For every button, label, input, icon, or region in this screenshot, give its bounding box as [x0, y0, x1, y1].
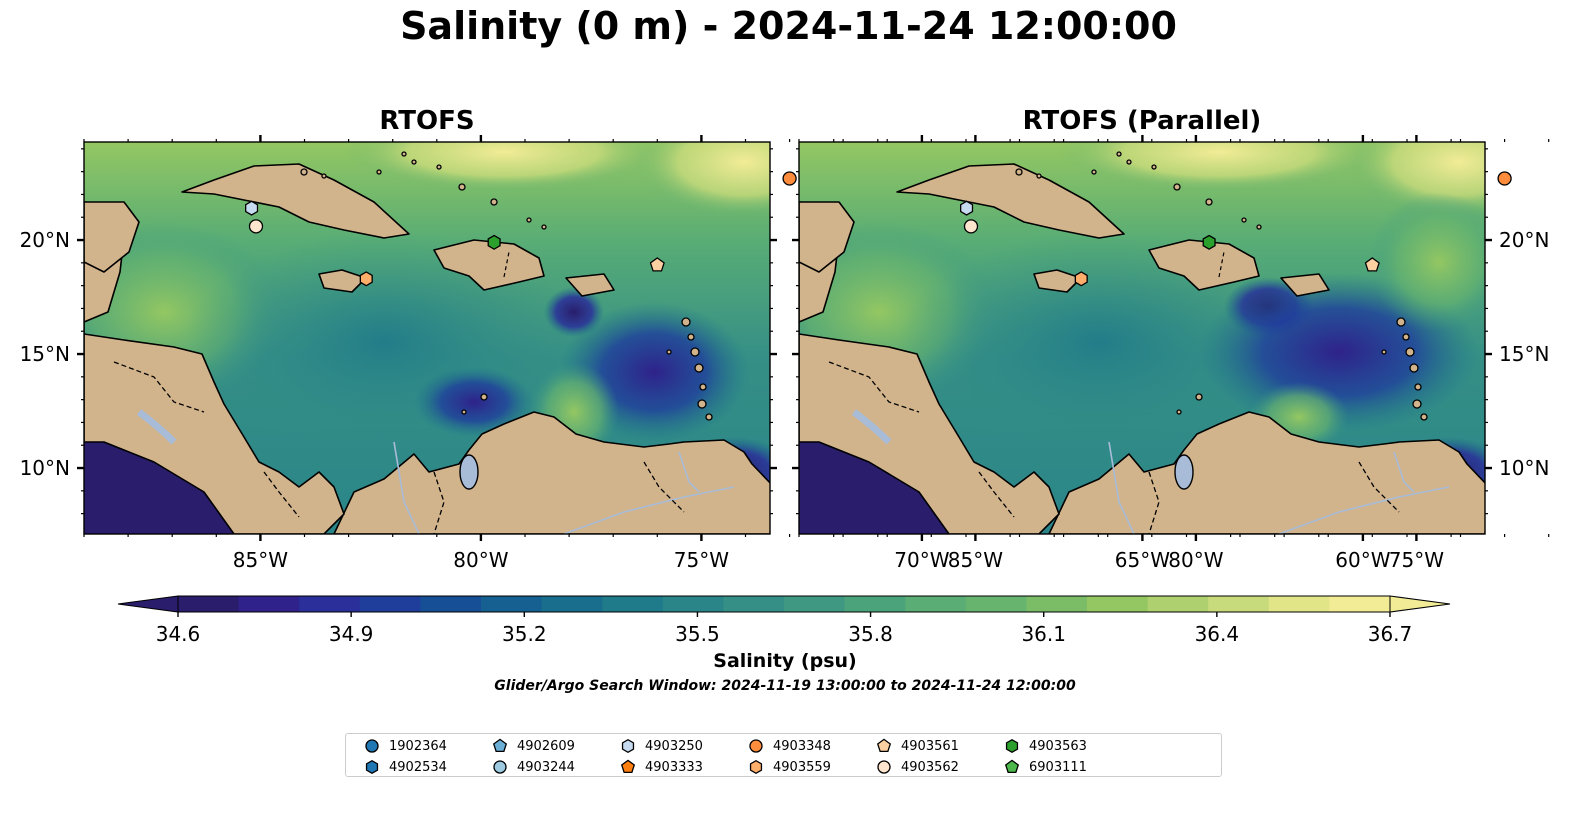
- float-marker-4903562: [248, 219, 264, 234]
- float-marker-4903561: [649, 257, 665, 272]
- colorbar-tick-label: 34.9: [329, 622, 374, 646]
- legend-marker-4902534: [365, 759, 379, 775]
- legend-item-4903250: 4903250: [620, 737, 703, 755]
- lat-tick-label: 20°N: [20, 228, 70, 252]
- legend-item-6903111: 6903111: [1004, 758, 1087, 776]
- legend-marker-4903562: [877, 760, 891, 774]
- colorbar-tick-label: 36.1: [1021, 622, 1066, 646]
- float-marker-4903561: [1364, 257, 1380, 272]
- legend-label: 4902534: [389, 759, 447, 775]
- legend-marker-4903333: [620, 759, 636, 773]
- legend-marker-1902364: [365, 739, 379, 753]
- legend-label: 4903244: [517, 759, 575, 775]
- lat-tick-label: 15°N: [20, 342, 70, 366]
- colorbar-tick-label: 35.5: [675, 622, 720, 646]
- float-marker-4903250: [960, 200, 974, 216]
- colorbar-tick-label: 35.8: [848, 622, 893, 646]
- legend-marker-4903563: [1005, 738, 1019, 754]
- legend-marker-4903244: [493, 760, 507, 774]
- legend-item-4903348: 4903348: [748, 737, 831, 755]
- legend-label: 6903111: [1029, 759, 1087, 775]
- colorbar-label: Salinity (psu): [713, 650, 857, 672]
- legend-marker-4903561: [876, 738, 892, 752]
- circle-marker-icon: [493, 760, 507, 774]
- float-marker-4903562: [963, 219, 979, 234]
- legend-marker-4903559: [749, 759, 763, 775]
- float-legend: 1902364 4902534 4902609 4903244 4903250 49033…: [345, 733, 1222, 777]
- lon-tick-label: 80°W: [1168, 548, 1223, 572]
- lat-tick-label: 10°N: [1499, 456, 1549, 480]
- pentagon-marker-icon: [876, 738, 892, 752]
- legend-label: 4903250: [645, 738, 703, 754]
- legend-label: 4903559: [773, 759, 831, 775]
- colorbar: 34.6 34.9 35.2 35.5 35.8 36.1 36.4 36.7: [117, 595, 1451, 646]
- pentagon-marker-icon: [492, 738, 508, 752]
- colorbar-tick-label: 34.6: [156, 622, 201, 646]
- legend-label: 1902364: [389, 738, 447, 754]
- hexagon-marker-icon: [621, 738, 635, 754]
- lon-tick-label: 80°W: [453, 548, 508, 572]
- legend-item-4902609: 4902609: [492, 737, 575, 755]
- colorbar-extend-high: [1389, 595, 1451, 613]
- legend-item-4903559: 4903559: [748, 758, 831, 776]
- lat-tick-label: 15°N: [1499, 342, 1549, 366]
- lon-tick-label: 85°W: [948, 548, 1003, 572]
- legend-marker-6903111: [1004, 759, 1020, 773]
- legend-marker-4903250: [621, 738, 635, 754]
- colorbar-tick-label: 36.4: [1195, 622, 1240, 646]
- legend-label: 4903562: [901, 759, 959, 775]
- legend-item-4903563: 4903563: [1004, 737, 1087, 755]
- legend-item-4902534: 4902534: [364, 758, 447, 776]
- legend-label: 4903348: [773, 738, 831, 754]
- legend-label: 4903563: [1029, 738, 1087, 754]
- float-marker-4903250: [245, 200, 259, 216]
- lon-tick-label: 75°W: [674, 548, 729, 572]
- hexagon-marker-icon: [365, 759, 379, 775]
- panel-title-rtofs-parallel: RTOFS (Parallel): [1022, 106, 1262, 136]
- float-marker-4903348: [1497, 171, 1512, 186]
- hexagon-marker-icon: [1005, 738, 1019, 754]
- colorbar-extend-low: [117, 595, 179, 613]
- pentagon-marker-icon: [620, 759, 636, 773]
- circle-marker-icon: [877, 760, 891, 774]
- legend-marker-4903348: [749, 739, 763, 753]
- lon-tick-label: 75°W: [1389, 548, 1444, 572]
- lon-tick-label: 85°W: [233, 548, 288, 572]
- figure-title: Salinity (0 m) - 2024-11-24 12:00:00: [400, 4, 1177, 48]
- lat-tick-label: 20°N: [1499, 228, 1549, 252]
- circle-marker-icon: [365, 739, 379, 753]
- pentagon-marker-icon: [1004, 759, 1020, 773]
- map-panel-rtofs-parallel: 85°W 80°W 75°W 70°W 65°W 60°W 20°N 15°N 10°N: [792, 135, 1549, 572]
- float-marker-4903563: [487, 234, 501, 250]
- lon-tick-label: 70°W: [894, 548, 949, 572]
- search-window-note: Glider/Argo Search Window: 2024-11-19 13…: [494, 678, 1076, 694]
- float-marker-4903348: [782, 171, 797, 186]
- legend-marker-4902609: [492, 738, 508, 752]
- lon-tick-label: 60°W: [1335, 548, 1390, 572]
- legend-label: 4903561: [901, 738, 959, 754]
- lat-tick-label: 10°N: [20, 456, 70, 480]
- legend-item-4903244: 4903244: [492, 758, 575, 776]
- panel-title-rtofs: RTOFS: [379, 106, 475, 136]
- legend-label: 4902609: [517, 738, 575, 754]
- legend-label: 4903333: [645, 759, 703, 775]
- float-marker-4903559: [359, 271, 373, 287]
- circle-marker-icon: [749, 739, 763, 753]
- colorbar-tick-label: 35.2: [502, 622, 547, 646]
- legend-item-4903562: 4903562: [876, 758, 959, 776]
- hexagon-marker-icon: [749, 759, 763, 775]
- map-panel-rtofs: 85°W 80°W 75°W 70°W 65°W 60°W 20°N 15°N 10°N: [20, 135, 1452, 572]
- legend-item-1902364: 1902364: [364, 737, 447, 755]
- legend-item-4903561: 4903561: [876, 737, 959, 755]
- legend-item-4903333: 4903333: [620, 758, 703, 776]
- float-marker-4903563: [1202, 234, 1216, 250]
- lon-tick-label: 65°W: [1115, 548, 1170, 572]
- colorbar-tick-label: 36.7: [1368, 622, 1413, 646]
- float-marker-4903559: [1074, 271, 1088, 287]
